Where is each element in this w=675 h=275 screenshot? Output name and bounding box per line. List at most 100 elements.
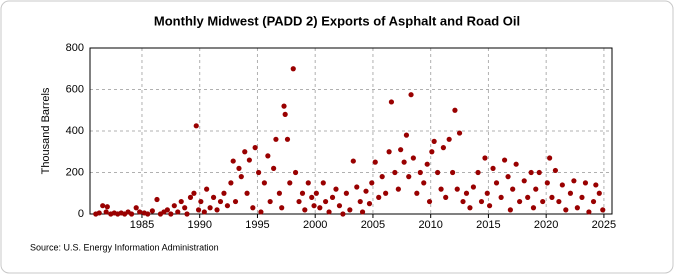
point	[252, 145, 258, 151]
point	[486, 203, 493, 209]
x-tick-label: 2015	[476, 219, 500, 231]
point	[273, 136, 279, 142]
point	[379, 174, 385, 180]
point	[343, 190, 349, 196]
point	[460, 198, 466, 205]
point	[228, 180, 234, 186]
point	[593, 182, 599, 188]
point	[388, 99, 395, 105]
point	[198, 198, 204, 205]
point	[510, 186, 516, 192]
point	[563, 207, 569, 213]
point	[302, 207, 308, 213]
point	[431, 138, 437, 144]
point	[244, 190, 250, 196]
point	[357, 198, 363, 205]
chart-title: Monthly Midwest (PADD 2) Exports of Asph…	[154, 13, 520, 28]
x-tick-label: 1995	[245, 219, 269, 231]
point	[168, 211, 174, 217]
point	[507, 207, 513, 213]
point	[363, 188, 369, 194]
point	[96, 210, 102, 216]
point	[475, 169, 481, 176]
point	[276, 190, 282, 196]
point	[309, 194, 315, 200]
point	[149, 208, 155, 214]
point	[279, 205, 285, 211]
point	[530, 205, 537, 211]
source-note: Source: U.S. Energy Information Administ…	[30, 242, 219, 252]
point	[372, 159, 378, 165]
point	[238, 174, 244, 180]
y-tick-label: 600	[66, 83, 84, 95]
point	[204, 186, 210, 192]
point	[133, 205, 139, 211]
point	[467, 205, 473, 211]
point	[333, 186, 339, 192]
point	[359, 209, 366, 215]
point	[552, 167, 559, 174]
y-tick-label: 400	[66, 125, 84, 137]
point	[429, 149, 435, 155]
point	[450, 169, 456, 176]
point	[329, 194, 336, 200]
point	[195, 207, 202, 213]
point	[408, 92, 414, 98]
point	[214, 207, 220, 213]
point	[217, 198, 224, 205]
point	[242, 149, 248, 155]
point	[103, 209, 109, 215]
point	[369, 180, 375, 186]
point	[290, 66, 296, 72]
point	[175, 209, 181, 215]
point	[154, 196, 160, 203]
point	[571, 178, 577, 184]
point	[171, 203, 177, 209]
point	[164, 207, 170, 213]
point	[104, 204, 110, 210]
point	[544, 180, 550, 186]
point	[322, 198, 329, 205]
point	[521, 178, 527, 184]
point	[590, 198, 597, 205]
point	[406, 174, 412, 180]
point	[410, 155, 416, 161]
point	[221, 190, 227, 196]
point	[414, 190, 420, 196]
point	[317, 205, 323, 211]
point	[350, 158, 356, 164]
point	[456, 130, 463, 136]
x-tick-label: 1985	[130, 219, 154, 231]
point	[549, 194, 555, 200]
point	[256, 169, 262, 176]
point	[528, 169, 534, 176]
point	[282, 111, 288, 117]
point	[284, 136, 291, 142]
x-tick-label: 2010	[418, 219, 442, 231]
point	[178, 198, 184, 205]
point	[398, 147, 404, 153]
point	[392, 169, 398, 176]
point	[271, 165, 277, 171]
point	[313, 190, 319, 196]
point	[191, 190, 197, 196]
point	[424, 161, 430, 167]
x-tick-label: 2000	[303, 219, 327, 231]
point	[395, 186, 401, 192]
point	[336, 203, 343, 209]
point	[267, 198, 273, 205]
point	[184, 211, 190, 217]
point	[246, 157, 252, 163]
point	[261, 180, 267, 186]
point	[299, 190, 306, 196]
point	[579, 194, 585, 200]
point	[193, 123, 199, 129]
point	[452, 107, 458, 113]
point	[417, 169, 423, 176]
point	[600, 207, 606, 213]
y-tick-label: 200	[66, 166, 84, 178]
point	[265, 153, 271, 159]
point	[574, 205, 580, 211]
point	[383, 190, 389, 196]
